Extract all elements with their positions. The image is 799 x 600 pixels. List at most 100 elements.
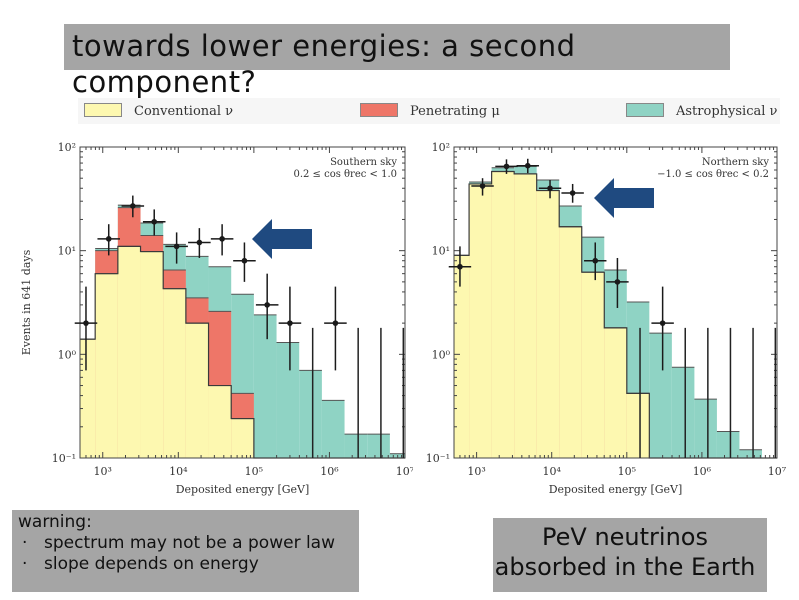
y-tick-label: 10⁰ — [58, 348, 77, 361]
data-point — [547, 185, 553, 192]
histogram-bin-conventional — [559, 226, 582, 458]
x-tick-label: 10³ — [94, 465, 112, 478]
arrow-left-icon — [252, 219, 312, 259]
histogram-bin-astrophysical — [299, 370, 322, 458]
data-point — [151, 218, 158, 225]
x-tick-label: 10⁷ — [768, 465, 787, 478]
bullet-text: slope depends on energy — [44, 554, 259, 574]
data-point — [614, 279, 621, 285]
y-tick-label: 10² — [432, 141, 450, 154]
x-tick-label: 10⁵ — [245, 465, 263, 478]
x-axis-label: Deposited energy [GeV] — [176, 483, 310, 496]
chart-legend: Conventional ν Penetrating μ Astrophysic… — [78, 98, 780, 124]
y-axis-label: Events in 641 days — [20, 249, 33, 355]
warning-bullet: · slope depends on energy — [18, 554, 358, 575]
histogram-bin-astrophysical — [367, 434, 390, 458]
histogram-bin-conventional — [626, 393, 650, 458]
histogram-bin-conventional — [185, 323, 209, 458]
sky-annotation: 0.2 ≤ cos θrec < 1.0 — [293, 169, 397, 180]
histogram-bin-conventional — [536, 190, 560, 458]
histogram-bin-conventional — [117, 246, 141, 458]
callout-background — [493, 518, 767, 592]
data-point — [287, 320, 293, 326]
histogram-bin-astrophysical — [649, 333, 672, 458]
histogram-bin-conventional — [491, 171, 515, 458]
legend-item-astrophysical: Astrophysical ν — [626, 103, 777, 119]
legend-swatch-conventional — [84, 103, 122, 117]
data-point — [503, 163, 510, 170]
x-tick-label: 10⁷ — [396, 465, 413, 478]
histogram-bin-astrophysical — [694, 399, 717, 458]
data-point — [105, 236, 112, 242]
data-point — [524, 162, 531, 169]
arrow-left-icon — [594, 178, 654, 218]
bullet-dot: · — [22, 554, 28, 574]
warning-note: warning: · spectrum may not be a power la… — [18, 512, 358, 575]
histogram-bin-conventional — [208, 385, 232, 458]
y-tick-label: 10¹ — [58, 245, 76, 258]
histogram-bin-conventional — [604, 327, 627, 458]
x-tick-label: 10⁶ — [320, 465, 339, 478]
y-tick-label: 10¹ — [432, 245, 450, 258]
data-point — [219, 236, 225, 242]
bullet-text: spectrum may not be a power law — [44, 533, 336, 553]
data-point — [173, 243, 180, 250]
x-tick-label: 10⁴ — [169, 465, 188, 478]
x-tick-label: 10³ — [467, 465, 485, 478]
y-tick-label: 10⁻¹ — [426, 452, 450, 465]
data-point — [659, 320, 666, 326]
histogram-bin-conventional — [514, 173, 537, 458]
sky-annotation: Northern sky — [702, 157, 770, 168]
southern-sky-chart: 10³ 10⁴ 10⁵ 10⁶ 10⁷ 10⁻¹ 10⁰ 10¹ 10² Deposited en… — [20, 141, 413, 496]
histogram-bin-conventional — [80, 339, 96, 458]
data-point — [241, 257, 248, 264]
data-point — [264, 302, 270, 308]
legend-item-penetrating: Penetrating μ — [360, 103, 500, 119]
histogram-bin-conventional — [231, 418, 254, 458]
pev-callout: PeV neutrinos absorbed in the Earth — [494, 523, 756, 581]
legend-swatch-penetrating — [360, 103, 398, 117]
data-point — [196, 239, 203, 246]
title-background — [64, 24, 730, 70]
histogram-bin-conventional — [163, 288, 186, 458]
x-tick-label: 10⁴ — [542, 465, 561, 478]
data-point — [479, 183, 486, 189]
bullet-dot: · — [22, 533, 28, 553]
y-tick-label: 10² — [58, 141, 76, 154]
x-tick-label: 10⁵ — [618, 465, 636, 478]
data-point — [457, 263, 463, 270]
data-point — [130, 203, 136, 209]
legend-label: Conventional ν — [134, 104, 234, 119]
histogram-bin-astrophysical — [276, 342, 300, 458]
histogram-bin-astrophysical — [716, 431, 740, 458]
data-point — [592, 257, 599, 264]
histogram-bin-conventional — [140, 251, 164, 458]
slide-title: towards lower energies: a second compone… — [72, 29, 576, 99]
legend-swatch-astrophysical — [626, 103, 664, 117]
y-tick-label: 10⁰ — [432, 348, 451, 361]
legend-label: Penetrating μ — [410, 104, 500, 119]
histogram-bin-astrophysical — [344, 434, 368, 458]
histogram-bin-astrophysical — [253, 314, 277, 458]
warning-bullet: · spectrum may not be a power law — [18, 533, 358, 554]
northern-sky-chart: 10³ 10⁴ 10⁵ 10⁶ 10⁷ 10⁻¹ 10⁰ 10¹ 10² Deposited en… — [426, 141, 787, 496]
histogram-bin-conventional — [454, 255, 470, 458]
histogram-bin-astrophysical — [671, 367, 695, 458]
warning-title: warning: — [18, 512, 92, 532]
data-point — [332, 320, 339, 326]
x-tick-label: 10⁶ — [693, 465, 712, 478]
y-tick-label: 10⁻¹ — [52, 452, 76, 465]
legend-label: Astrophysical ν — [676, 104, 778, 119]
warning-background — [12, 510, 359, 592]
sky-annotation: −1.0 ≤ cos θrec < 0.2 — [657, 169, 769, 180]
histogram-bin-conventional — [469, 183, 492, 458]
data-point — [83, 320, 89, 326]
legend-item-conventional: Conventional ν — [84, 103, 233, 119]
histogram-bin-conventional — [581, 272, 605, 458]
histogram-bin-astrophysical — [739, 449, 762, 458]
x-axis-label: Deposited energy [GeV] — [549, 483, 683, 496]
histogram-bin-astrophysical — [321, 400, 345, 458]
sky-annotation: Southern sky — [330, 157, 397, 168]
data-point — [569, 190, 576, 196]
histogram-bin-conventional — [95, 273, 118, 458]
